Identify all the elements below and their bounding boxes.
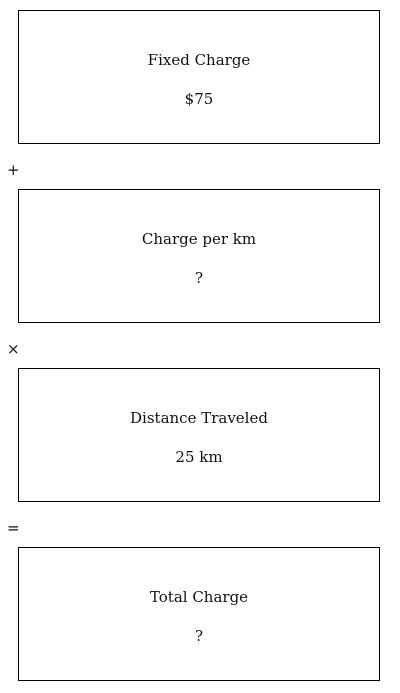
charge-per-km-label: Charge per km [141,230,257,248]
total-charge-label: Total Charge [149,588,249,606]
distance-traveled-label: Distance Traveled [130,409,268,427]
equals-operator: = [7,519,20,537]
fixed-charge-value: $75 [184,90,214,108]
multiply-operator: × [7,340,20,358]
fixed-charge-box: Fixed Charge $75 [18,10,380,144]
total-charge-box: Total Charge ? [18,547,380,681]
fixed-charge-label: Fixed Charge [147,51,251,69]
charge-per-km-box: Charge per km ? [18,189,380,323]
charge-per-km-value: ? [194,269,204,287]
total-charge-value: ? [194,627,204,645]
plus-operator: + [7,161,20,179]
distance-traveled-value: 25 km [175,448,223,466]
distance-traveled-box: Distance Traveled 25 km [18,368,380,502]
